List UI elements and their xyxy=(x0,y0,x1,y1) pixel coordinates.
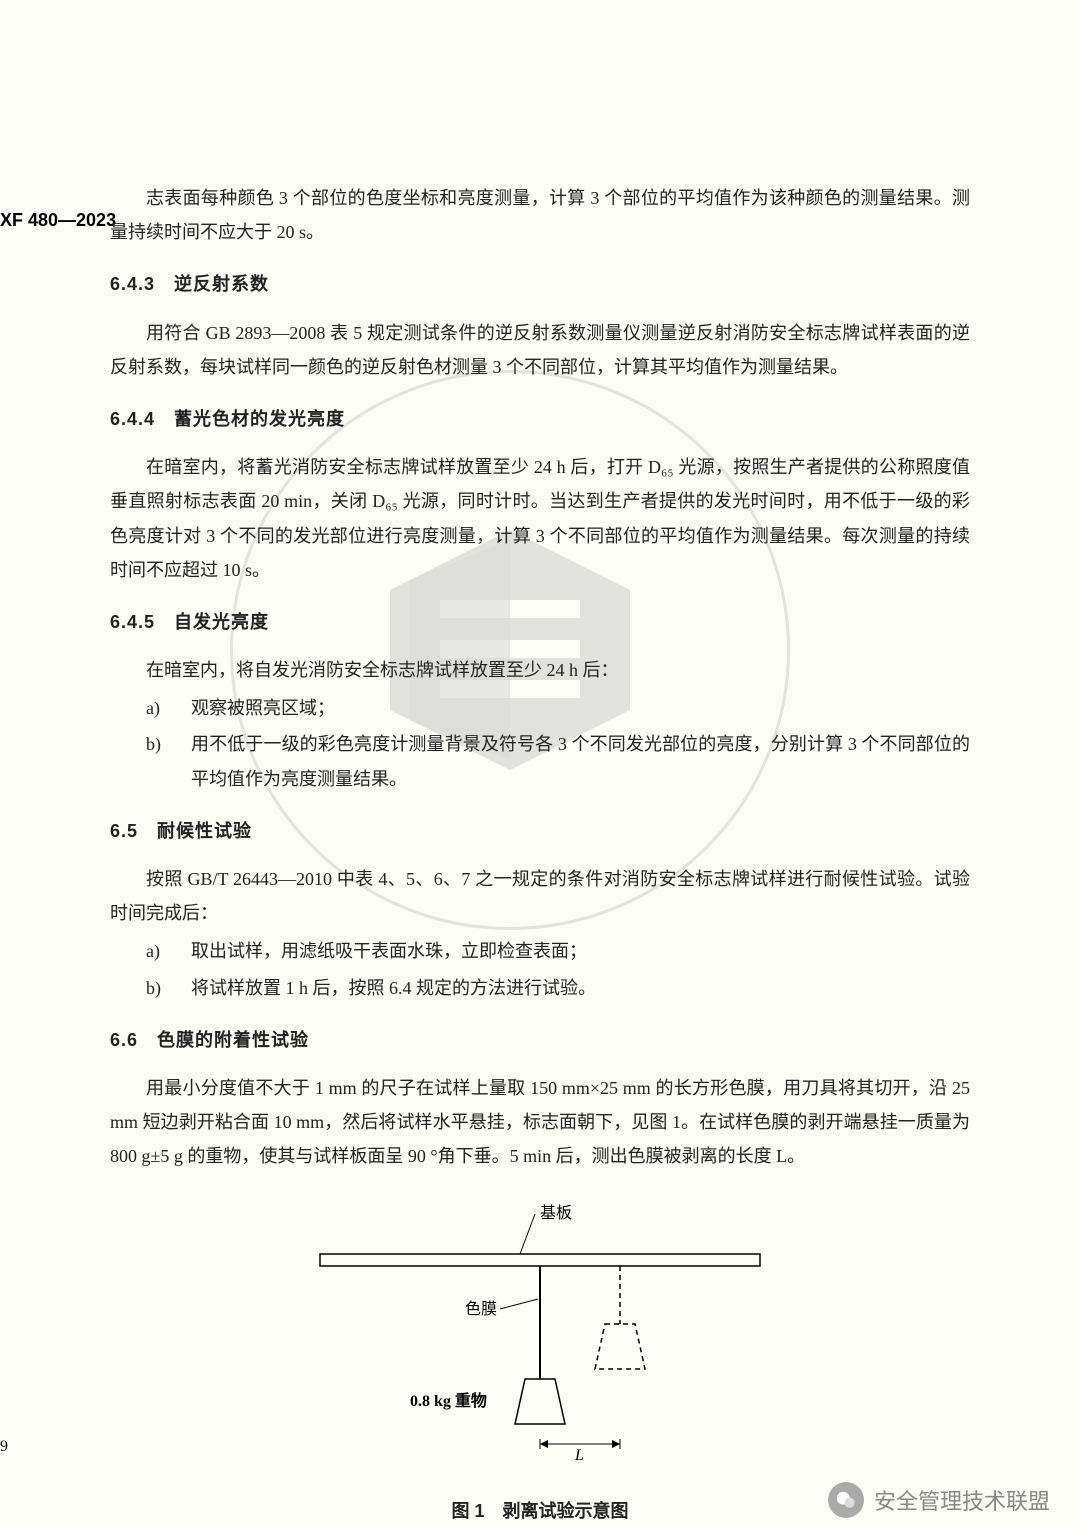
list-marker: a) xyxy=(146,691,191,725)
figure-1: 基板 色膜 0.8 kg 重物 L xyxy=(110,1204,970,1528)
label-film: 色膜 xyxy=(465,1300,497,1318)
list-marker: a) xyxy=(146,934,191,968)
list-item: b) 将试样放置 1 h 后，按照 6.4 规定的方法进行试验。 xyxy=(110,971,970,1005)
list-text: 取出试样，用滤纸吸干表面水珠，立即检查表面； xyxy=(191,934,970,968)
content-body: 志表面每种颜色 3 个部位的色度坐标和亮度测量，计算 3 个部位的平均值作为该种… xyxy=(110,181,970,1528)
para-643: 用符合 GB 2893—2008 表 5 规定测试条件的逆反射系数测量仪测量逆反… xyxy=(110,316,970,384)
list-text: 观察被照亮区域； xyxy=(191,691,970,725)
footer-text: 安全管理技术联盟 xyxy=(874,1484,1050,1516)
list-item: b) 用不低于一级的彩色亮度计测量背景及符号各 3 个不同发光部位的亮度，分别计… xyxy=(110,727,970,795)
wechat-icon xyxy=(828,1482,864,1518)
list-marker: b) xyxy=(146,971,191,1005)
heading-65: 6.5 耐候性试验 xyxy=(110,814,970,848)
peel-test-diagram: 基板 色膜 0.8 kg 重物 L xyxy=(280,1204,800,1464)
intro-paragraph: 志表面每种颜色 3 个部位的色度坐标和亮度测量，计算 3 个部位的平均值作为该种… xyxy=(110,181,970,249)
para-66: 用最小分度值不大于 1 mm 的尺子在试样上量取 150 mm×25 mm 的长… xyxy=(110,1071,970,1174)
heading-66: 6.6 色膜的附着性试验 xyxy=(110,1023,970,1057)
document-page: XF 480—2023 志表面每种颜色 3 个部位的色度坐标和亮度测量，计算 3… xyxy=(0,0,1080,1528)
heading-645: 6.4.5 自发光亮度 xyxy=(110,605,970,639)
list-item: a) 取出试样，用滤纸吸干表面水珠，立即检查表面； xyxy=(110,934,970,968)
footer-source: 安全管理技术联盟 xyxy=(828,1482,1050,1518)
heading-644: 6.4.4 蓄光色材的发光亮度 xyxy=(110,402,970,436)
label-baseplate: 基板 xyxy=(540,1204,572,1222)
list-text: 将试样放置 1 h 后，按照 6.4 规定的方法进行试验。 xyxy=(191,971,970,1005)
heading-643: 6.4.3 逆反射系数 xyxy=(110,267,970,301)
list-text: 用不低于一级的彩色亮度计测量背景及符号各 3 个不同发光部位的亮度，分别计算 3… xyxy=(191,727,970,795)
list-item: a) 观察被照亮区域； xyxy=(110,691,970,725)
list-marker: b) xyxy=(146,727,191,795)
para-644: 在暗室内，将蓄光消防安全标志牌试样放置至少 24 h 后，打开 D₆₅ 光源，按… xyxy=(110,450,970,587)
page-number: 9 xyxy=(0,1438,860,1456)
para-645-intro: 在暗室内，将自发光消防安全标志牌试样放置至少 24 h 后： xyxy=(110,653,970,687)
figure-caption: 图 1 剥离试验示意图 xyxy=(451,1494,628,1528)
label-weight: 0.8 kg 重物 xyxy=(410,1391,487,1410)
para-65-intro: 按照 GB/T 26443—2010 中表 4、5、6、7 之一规定的条件对消防… xyxy=(110,862,970,930)
